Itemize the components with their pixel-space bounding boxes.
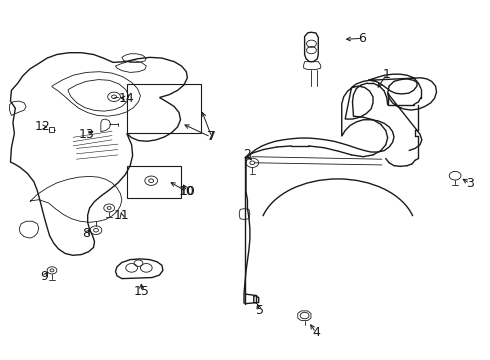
Text: 15: 15 (133, 285, 149, 298)
Text: 10: 10 (179, 185, 196, 198)
Text: 3: 3 (466, 177, 474, 190)
Text: 10: 10 (178, 185, 195, 198)
Text: 2: 2 (244, 148, 251, 161)
Text: 8: 8 (82, 227, 90, 240)
Text: 1: 1 (383, 68, 391, 81)
Text: 7: 7 (207, 130, 215, 144)
Text: 9: 9 (41, 270, 49, 283)
Text: 6: 6 (358, 32, 366, 45)
Text: 4: 4 (312, 326, 320, 339)
Text: 12: 12 (34, 121, 50, 134)
Text: 7: 7 (208, 130, 216, 144)
Text: 5: 5 (256, 305, 264, 318)
Text: 13: 13 (78, 127, 94, 141)
Text: 14: 14 (119, 92, 135, 105)
Text: 11: 11 (114, 210, 130, 222)
